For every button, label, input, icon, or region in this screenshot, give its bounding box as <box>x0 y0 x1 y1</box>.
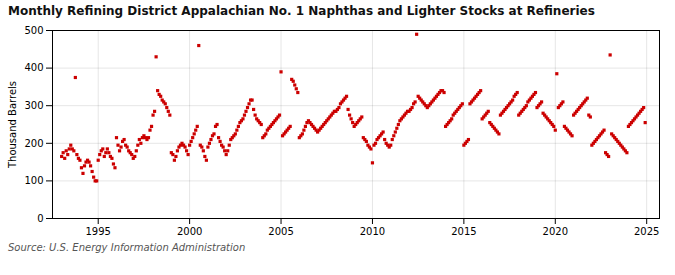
svg-text:100: 100 <box>24 175 43 186</box>
svg-text:1995: 1995 <box>85 226 110 237</box>
svg-text:Thousand Barrels: Thousand Barrels <box>7 81 18 169</box>
svg-text:2015: 2015 <box>451 226 476 237</box>
svg-text:2000: 2000 <box>177 226 202 237</box>
svg-text:400: 400 <box>24 62 43 73</box>
svg-text:2005: 2005 <box>268 226 293 237</box>
html-text:Source: U.S. Energy Informatio: Source: U.S. Energy Information Administ… <box>8 242 246 253</box>
html-text:Monthly Refining District Appa: Monthly Refining District Appalachian No… <box>8 4 595 18</box>
svg-text:2010: 2010 <box>360 226 385 237</box>
svg-text:2025: 2025 <box>634 226 659 237</box>
svg-text:2020: 2020 <box>543 226 568 237</box>
svg-text:200: 200 <box>24 138 43 149</box>
svg-text:0: 0 <box>37 213 43 224</box>
svg-text:500: 500 <box>24 25 43 36</box>
svg-text:300: 300 <box>24 100 43 111</box>
